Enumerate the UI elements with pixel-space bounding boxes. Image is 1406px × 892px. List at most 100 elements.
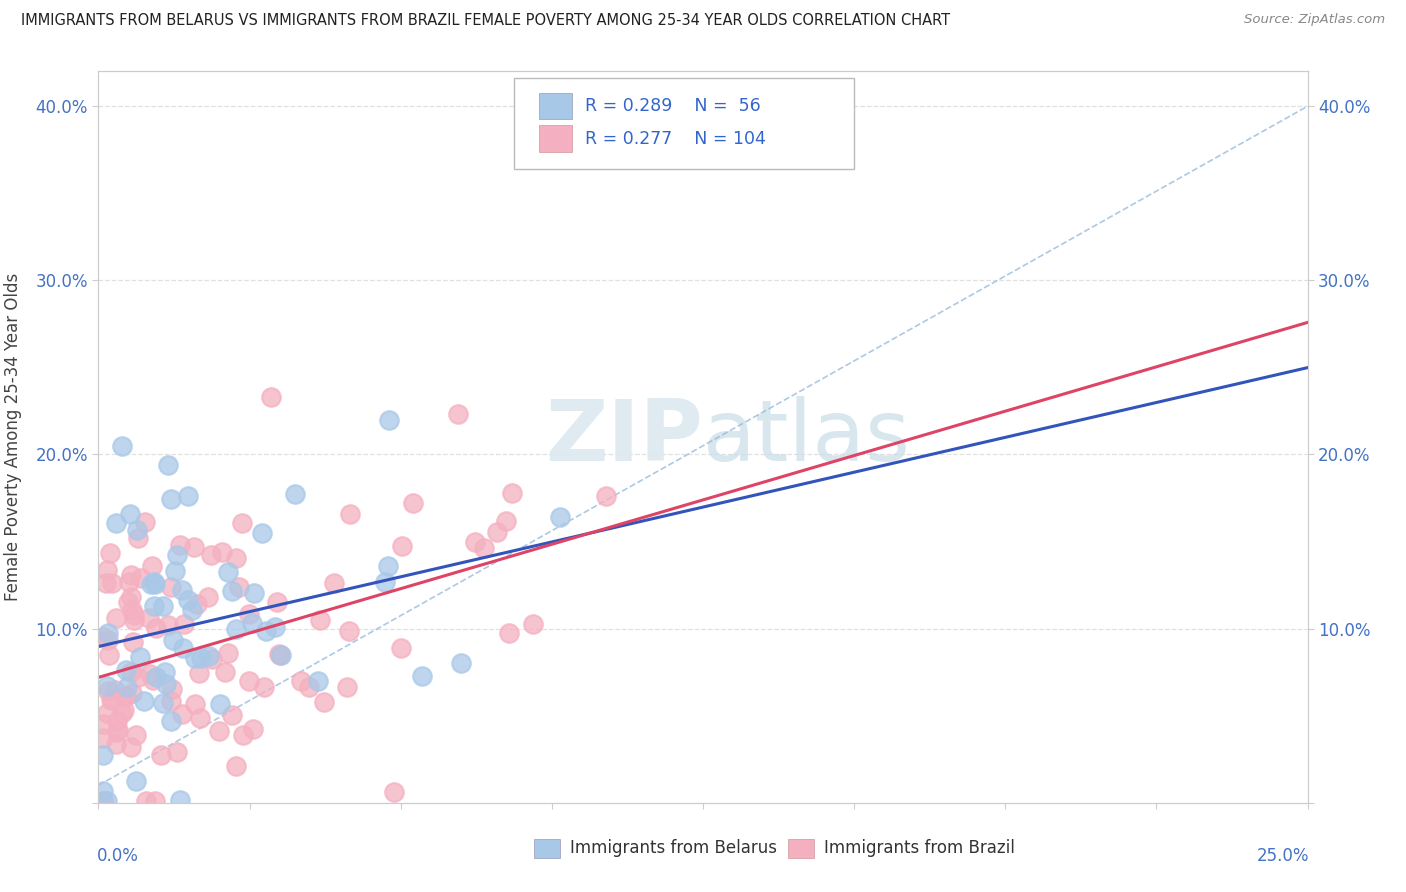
Point: [411, 669, 433, 683]
Text: R = 0.277    N = 104: R = 0.277 N = 104: [585, 129, 765, 148]
Point: [112, 703, 135, 717]
Point: [307, 674, 329, 689]
Point: [142, 673, 165, 687]
Point: [250, 526, 273, 541]
Point: [141, 559, 163, 574]
Point: [238, 607, 260, 621]
Point: [97, 648, 120, 662]
Point: [91, 794, 114, 808]
Point: [101, 575, 124, 590]
Point: [238, 673, 260, 688]
Point: [548, 510, 571, 524]
Point: [336, 680, 359, 694]
Point: [337, 624, 360, 638]
Point: [240, 615, 263, 630]
Point: [91, 794, 114, 808]
Point: [160, 580, 183, 594]
Point: [155, 677, 177, 691]
Point: [104, 682, 127, 697]
Point: [450, 657, 472, 671]
Point: [125, 728, 148, 742]
Point: [117, 595, 139, 609]
Bar: [787, 838, 814, 858]
Point: [120, 590, 142, 604]
FancyBboxPatch shape: [515, 78, 855, 169]
Point: [120, 568, 142, 582]
Point: [183, 697, 205, 711]
Point: [322, 576, 344, 591]
Point: [121, 635, 143, 649]
Point: [190, 651, 212, 665]
Point: [105, 738, 128, 752]
Point: [264, 620, 287, 634]
Point: [177, 593, 200, 607]
Point: [127, 523, 149, 537]
Point: [121, 602, 143, 616]
Point: [120, 739, 142, 754]
Point: [96, 633, 118, 648]
Point: [128, 650, 150, 665]
Point: [378, 413, 401, 427]
Point: [266, 595, 288, 609]
Point: [96, 794, 118, 808]
Point: [143, 574, 166, 589]
Y-axis label: Female Poverty Among 25-34 Year Olds: Female Poverty Among 25-34 Year Olds: [4, 273, 21, 601]
Point: [183, 651, 205, 665]
Point: [312, 695, 335, 709]
Point: [188, 711, 211, 725]
Point: [156, 618, 179, 632]
Point: [96, 706, 118, 720]
Point: [97, 625, 120, 640]
Point: [201, 651, 224, 665]
Point: [181, 603, 204, 617]
Point: [377, 559, 399, 574]
Point: [120, 665, 142, 679]
Point: [382, 785, 405, 799]
Point: [186, 597, 208, 611]
Point: [498, 626, 520, 640]
Point: [177, 490, 200, 504]
Point: [339, 508, 361, 522]
Point: [162, 681, 184, 696]
Point: [125, 773, 148, 788]
Point: [198, 648, 221, 663]
Point: [105, 714, 128, 728]
Point: [284, 487, 307, 501]
Point: [153, 665, 176, 680]
Point: [118, 575, 141, 590]
Point: [217, 646, 239, 660]
Point: [269, 648, 291, 662]
Point: [217, 566, 239, 580]
Point: [169, 538, 191, 552]
Point: [170, 706, 193, 721]
Point: [166, 745, 188, 759]
Point: [129, 571, 152, 585]
Point: [298, 680, 321, 694]
Point: [143, 794, 166, 808]
Point: [486, 525, 509, 540]
Point: [134, 515, 156, 529]
Point: [143, 577, 166, 591]
Point: [173, 617, 195, 632]
Text: IMMIGRANTS FROM BELARUS VS IMMIGRANTS FROM BRAZIL FEMALE POVERTY AMONG 25-34 YEA: IMMIGRANTS FROM BELARUS VS IMMIGRANTS FR…: [21, 13, 950, 29]
Point: [160, 694, 183, 708]
Point: [290, 673, 312, 688]
Point: [114, 689, 136, 703]
Point: [121, 686, 143, 700]
Point: [595, 489, 617, 503]
Point: [105, 611, 128, 625]
Point: [132, 694, 155, 708]
Point: [135, 794, 157, 808]
Point: [225, 759, 247, 773]
Point: [127, 670, 149, 684]
Point: [97, 683, 120, 698]
Point: [160, 714, 183, 728]
Point: [207, 724, 229, 739]
Point: [260, 390, 283, 404]
Point: [115, 663, 138, 677]
Text: Source: ZipAtlas.com: Source: ZipAtlas.com: [1244, 13, 1385, 27]
Point: [100, 693, 122, 707]
Point: [214, 665, 236, 680]
Point: [96, 563, 118, 577]
Point: [104, 516, 127, 531]
